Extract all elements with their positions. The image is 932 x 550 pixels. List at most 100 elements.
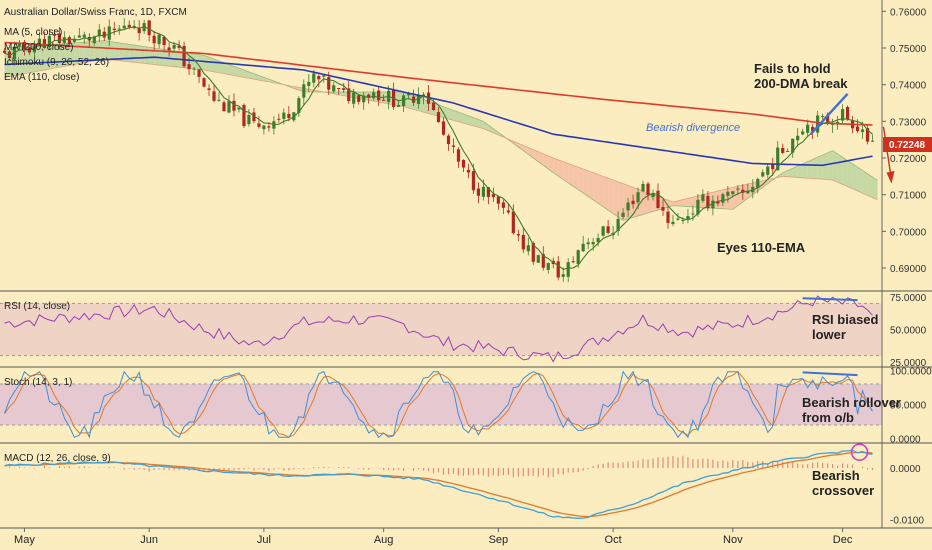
candle-body[interactable]	[521, 234, 525, 250]
candle-body[interactable]	[701, 194, 705, 201]
candle-body[interactable]	[456, 149, 461, 162]
candle-body[interactable]	[621, 212, 625, 217]
candle-body[interactable]	[706, 195, 710, 209]
candle-body[interactable]	[212, 91, 216, 101]
candle-body[interactable]	[671, 221, 675, 225]
candle-body[interactable]	[297, 98, 301, 113]
candle-body[interactable]	[32, 45, 37, 53]
candle-body[interactable]	[242, 105, 246, 126]
candle-body[interactable]	[716, 201, 720, 204]
stoch-k-line[interactable]	[4, 370, 873, 439]
candle-body[interactable]	[47, 35, 51, 48]
candle-body[interactable]	[372, 92, 376, 99]
candle-body[interactable]	[726, 191, 730, 196]
candle-body[interactable]	[736, 188, 740, 190]
candle-body[interactable]	[826, 114, 830, 123]
candle-body[interactable]	[566, 262, 570, 277]
candle-body[interactable]	[227, 101, 231, 113]
candle-body[interactable]	[112, 28, 116, 30]
candle-body[interactable]	[411, 96, 416, 103]
candle-body[interactable]	[152, 35, 156, 44]
candle-body[interactable]	[511, 211, 515, 234]
candle-body[interactable]	[496, 196, 500, 204]
candle-body[interactable]	[252, 112, 256, 122]
candle-body[interactable]	[526, 245, 530, 252]
candle-body[interactable]	[546, 263, 550, 270]
candle-body[interactable]	[840, 109, 845, 121]
candle-body[interactable]	[666, 211, 670, 223]
candle-body[interactable]	[756, 178, 760, 189]
candle-body[interactable]	[312, 73, 316, 83]
candle-body[interactable]	[17, 42, 22, 47]
candle-body[interactable]	[831, 123, 835, 125]
candle-body[interactable]	[860, 129, 865, 133]
candle-body[interactable]	[282, 112, 286, 119]
candle-body[interactable]	[102, 31, 106, 38]
candle-body[interactable]	[481, 186, 486, 197]
candle-body[interactable]	[401, 95, 406, 106]
candle-body[interactable]	[491, 194, 495, 198]
candle-body[interactable]	[651, 192, 655, 198]
candle-body[interactable]	[302, 84, 306, 98]
candle-body[interactable]	[766, 166, 770, 175]
candle-body[interactable]	[776, 147, 780, 171]
candle-body[interactable]	[531, 242, 535, 262]
candle-body[interactable]	[591, 242, 595, 245]
candle-body[interactable]	[746, 191, 750, 194]
candle-body[interactable]	[581, 243, 585, 252]
candle-body[interactable]	[835, 121, 840, 124]
candle-body[interactable]	[806, 124, 810, 133]
candle-body[interactable]	[616, 218, 620, 231]
candle-body[interactable]	[845, 107, 850, 119]
candle-body[interactable]	[97, 29, 101, 37]
macd-signal-line[interactable]	[4, 451, 873, 518]
rsi-panel[interactable]	[0, 295, 882, 363]
candle-body[interactable]	[626, 202, 630, 211]
candle-body[interactable]	[631, 200, 635, 205]
candle-body[interactable]	[127, 24, 131, 27]
candle-body[interactable]	[771, 164, 775, 170]
candle-body[interactable]	[571, 261, 575, 263]
candle-body[interactable]	[865, 128, 870, 142]
candle-body[interactable]	[132, 25, 136, 28]
stoch-panel[interactable]	[0, 370, 882, 439]
candle-body[interactable]	[257, 123, 261, 127]
rsi-line[interactable]	[4, 295, 873, 363]
candle-body[interactable]	[367, 94, 371, 98]
candle-body[interactable]	[327, 77, 331, 90]
candle-body[interactable]	[556, 261, 560, 278]
candle-body[interactable]	[641, 183, 645, 192]
candle-body[interactable]	[486, 187, 490, 197]
candle-body[interactable]	[72, 38, 76, 42]
candle-body[interactable]	[661, 207, 665, 211]
stoch-d-line[interactable]	[4, 371, 873, 438]
candle-body[interactable]	[7, 51, 12, 58]
candle-body[interactable]	[277, 118, 281, 120]
candle-body[interactable]	[377, 90, 381, 101]
candle-body[interactable]	[431, 102, 436, 111]
candle-body[interactable]	[382, 99, 386, 101]
candle-body[interactable]	[202, 78, 206, 87]
candle-body[interactable]	[516, 233, 520, 236]
candle-body[interactable]	[636, 192, 640, 203]
candle-body[interactable]	[52, 34, 56, 36]
candle-body[interactable]	[147, 20, 151, 36]
candle-body[interactable]	[197, 69, 201, 77]
candle-body[interactable]	[406, 93, 411, 96]
candle-body[interactable]	[506, 210, 510, 213]
candle-body[interactable]	[82, 34, 86, 38]
candle-body[interactable]	[446, 135, 451, 144]
candle-body[interactable]	[466, 169, 471, 173]
candle-body[interactable]	[107, 26, 111, 40]
candle-body[interactable]	[751, 186, 755, 193]
candle-body[interactable]	[237, 107, 241, 110]
candle-body[interactable]	[157, 34, 161, 45]
candle-body[interactable]	[721, 194, 725, 203]
candle-body[interactable]	[501, 202, 505, 208]
candle-body[interactable]	[167, 47, 171, 51]
candle-body[interactable]	[691, 213, 695, 215]
candle-body[interactable]	[2, 50, 7, 53]
candle-body[interactable]	[786, 150, 790, 152]
ma200-line[interactable]	[4, 41, 873, 126]
candle-body[interactable]	[92, 36, 96, 44]
